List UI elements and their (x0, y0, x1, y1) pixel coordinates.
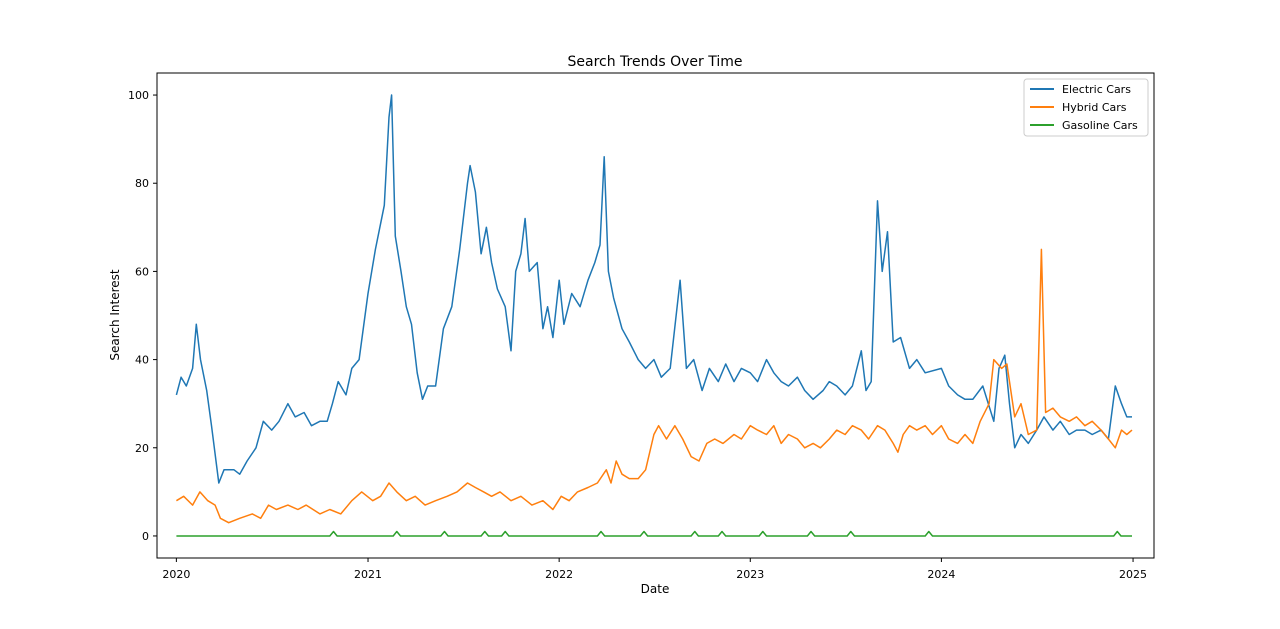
legend-label-hybrid-cars: Hybrid Cars (1062, 101, 1127, 114)
series-line-gasoline-cars (176, 530, 1132, 537)
legend-label-gasoline-cars: Gasoline Cars (1062, 119, 1138, 132)
x-tick-label: 2022 (545, 568, 573, 581)
x-tick-label: 2020 (162, 568, 190, 581)
x-tick-label: 2023 (736, 568, 764, 581)
legend: Electric Cars Hybrid Cars Gasoline Cars (1023, 78, 1149, 137)
legend-label-electric-cars: Electric Cars (1062, 83, 1131, 96)
series-line-electric-cars (175, 94, 1132, 484)
y-tick-label: 100 (128, 89, 149, 102)
chart-title: Search Trends Over Time (568, 54, 743, 70)
x-tick-label: 2025 (1119, 568, 1147, 581)
y-tick-label: 40 (135, 354, 149, 367)
x-tick-label: 2024 (927, 568, 955, 581)
plot-frame (156, 72, 1155, 559)
y-axis-label: Search Interest (108, 269, 122, 361)
y-tick-label: 20 (135, 442, 149, 455)
x-tick-label: 2021 (354, 568, 382, 581)
y-tick-label: 80 (135, 177, 149, 190)
series-layer (175, 94, 1133, 537)
y-axis: 0 20 40 60 80 100 (128, 89, 157, 543)
y-tick-label: 60 (135, 265, 149, 278)
legend-box (1023, 78, 1149, 137)
x-axis-label: Date (641, 582, 670, 596)
y-tick-label: 0 (142, 530, 149, 543)
series-line-hybrid-cars (176, 248, 1133, 524)
x-axis: 2020 2021 2022 2023 2024 2025 (162, 558, 1147, 581)
